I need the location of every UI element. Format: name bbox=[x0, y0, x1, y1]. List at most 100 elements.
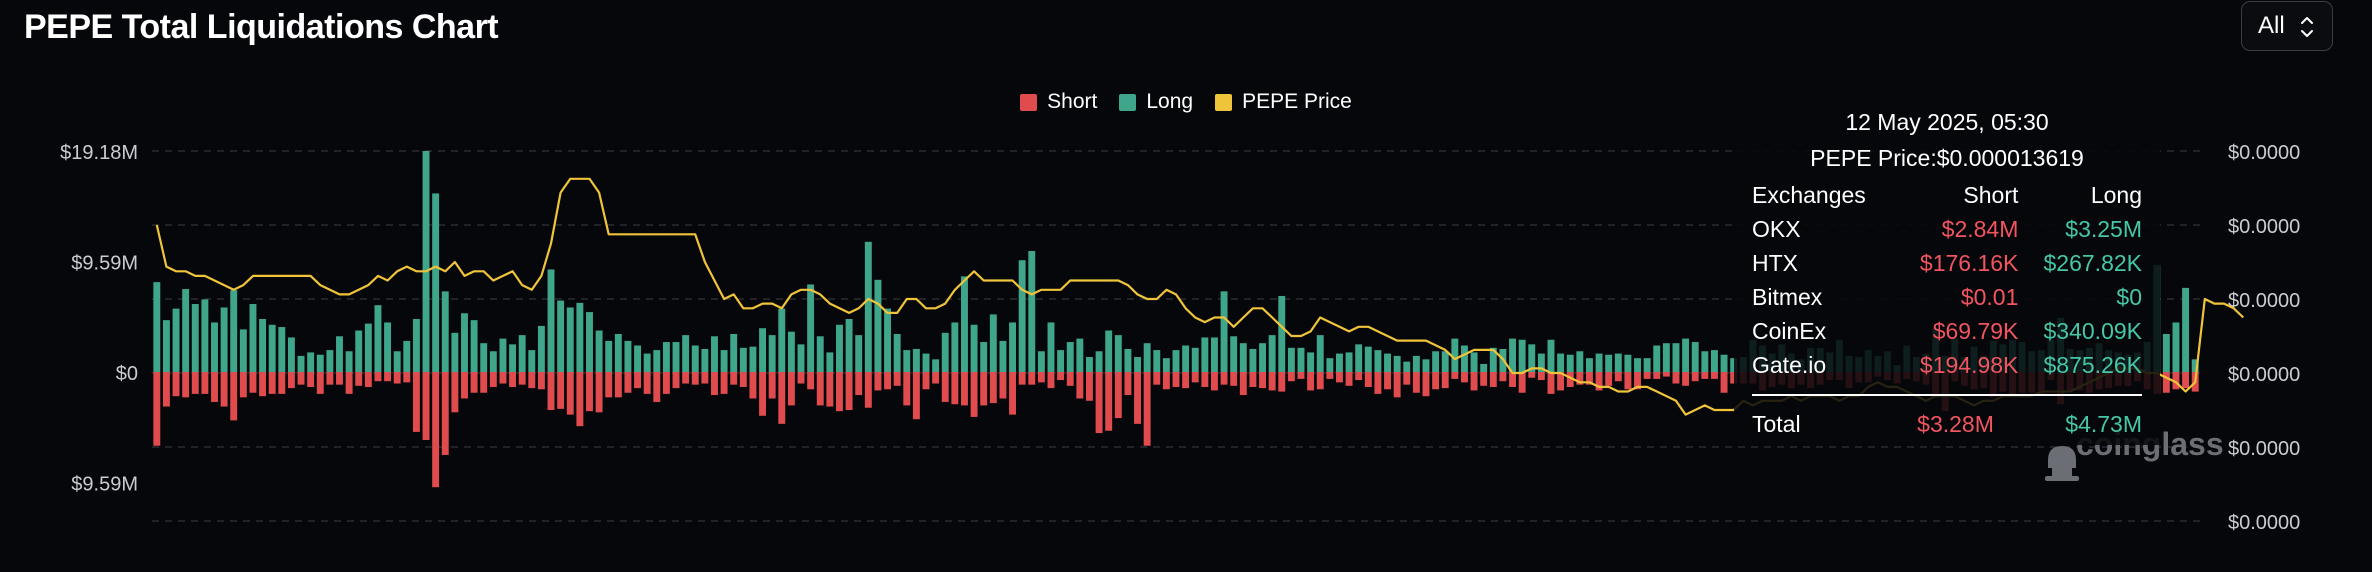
short-bar bbox=[1614, 372, 1622, 382]
short-bar bbox=[701, 372, 709, 384]
left-axis: $19.18M $9.59M $0 $9.59M bbox=[60, 142, 138, 496]
long-bar bbox=[1566, 354, 1574, 372]
long-bar bbox=[1691, 342, 1699, 372]
short-bar bbox=[1595, 372, 1603, 391]
short-bar bbox=[509, 372, 517, 387]
long-bar bbox=[884, 308, 892, 372]
long-bar bbox=[403, 340, 411, 372]
short-bar bbox=[980, 372, 988, 406]
short-bar bbox=[768, 372, 776, 399]
long-bar bbox=[1662, 343, 1670, 372]
tooltip-table: Exchanges Short Long OKX $2.84M $3.25M H… bbox=[1752, 178, 2142, 382]
short-bar bbox=[326, 372, 334, 385]
right-tick-label: $0.0000 bbox=[2228, 438, 2300, 460]
short-bar bbox=[614, 372, 622, 398]
short-bar bbox=[922, 372, 930, 390]
long-bar bbox=[566, 307, 574, 372]
long-bar bbox=[893, 333, 901, 372]
tooltip-exchange: Bitmex bbox=[1752, 283, 1823, 310]
long-bar bbox=[278, 327, 286, 372]
short-bar bbox=[422, 372, 430, 440]
short-bar bbox=[932, 372, 940, 384]
short-bar bbox=[470, 372, 478, 393]
short-bar bbox=[1345, 372, 1353, 386]
long-bar bbox=[1441, 351, 1449, 372]
short-bar bbox=[1672, 372, 1680, 384]
short-bar bbox=[797, 372, 805, 384]
time-range-select[interactable]: All bbox=[2241, 1, 2333, 51]
short-bar bbox=[1047, 372, 1055, 389]
legend-swatch-price bbox=[1215, 93, 1233, 111]
short-bar bbox=[1528, 372, 1536, 378]
long-bar bbox=[557, 300, 565, 372]
long-bar bbox=[836, 324, 843, 372]
short-bar bbox=[480, 372, 488, 393]
short-bar bbox=[557, 372, 565, 409]
tooltip-exchange: OKX bbox=[1752, 215, 1801, 242]
long-bar bbox=[1057, 350, 1065, 372]
short-bar bbox=[1037, 372, 1045, 383]
short-bar bbox=[759, 372, 767, 416]
short-bar bbox=[393, 372, 401, 384]
short-bar bbox=[172, 372, 180, 397]
long-bar bbox=[528, 350, 536, 372]
long-bar bbox=[951, 322, 959, 372]
short-bar bbox=[884, 372, 892, 390]
short-bar bbox=[287, 372, 295, 389]
short-bar bbox=[259, 372, 267, 397]
long-bar bbox=[153, 282, 161, 372]
long-bar bbox=[1393, 355, 1401, 372]
legend-item-short[interactable]: Short bbox=[1020, 90, 1097, 114]
short-bar bbox=[912, 372, 920, 420]
short-bar bbox=[1124, 372, 1132, 396]
short-bar bbox=[1210, 372, 1218, 391]
short-bar bbox=[220, 372, 228, 407]
short-bar bbox=[1557, 372, 1565, 391]
data-tooltip: 12 May 2025, 05:30 PEPE Price:$0.0000136… bbox=[1734, 90, 2160, 445]
long-bar bbox=[1230, 336, 1238, 372]
short-bar bbox=[316, 372, 324, 394]
long-bar bbox=[1047, 322, 1055, 372]
long-bar bbox=[634, 345, 642, 372]
long-bar bbox=[826, 352, 834, 372]
long-bar bbox=[1095, 351, 1103, 372]
long-bar bbox=[1489, 347, 1497, 372]
long-bar bbox=[259, 318, 267, 372]
long-bar bbox=[1720, 354, 1728, 372]
short-bar bbox=[682, 372, 690, 384]
short-bar bbox=[499, 372, 507, 384]
short-bar bbox=[1634, 372, 1641, 390]
tooltip-short-value: $176.16K bbox=[1919, 249, 2019, 276]
short-bar bbox=[826, 372, 834, 407]
short-bar bbox=[1489, 372, 1497, 387]
short-bar bbox=[1326, 372, 1334, 379]
long-bar bbox=[1557, 353, 1565, 372]
long-bar bbox=[384, 322, 392, 372]
tooltip-price: PEPE Price:$0.000013619 bbox=[1810, 145, 2084, 171]
long-bar bbox=[182, 289, 190, 372]
long-bar bbox=[1374, 350, 1382, 372]
short-bar bbox=[1335, 372, 1343, 383]
short-bar bbox=[297, 372, 305, 385]
short-bar bbox=[528, 372, 536, 389]
long-bar bbox=[355, 330, 363, 372]
tooltip-row: HTX $176.16K $267.82K bbox=[1752, 246, 2142, 280]
short-bar bbox=[672, 372, 680, 389]
long-bar bbox=[1028, 251, 1036, 372]
tooltip-long-value: $3.25M bbox=[2065, 215, 2142, 242]
legend-item-long[interactable]: Long bbox=[1119, 90, 1193, 114]
short-bar bbox=[1182, 372, 1190, 389]
legend-item-price[interactable]: PEPE Price bbox=[1215, 90, 1352, 114]
long-bar bbox=[999, 340, 1007, 372]
short-bar bbox=[1653, 372, 1661, 379]
legend-label-price: PEPE Price bbox=[1242, 90, 1352, 113]
long-bar bbox=[941, 332, 949, 372]
tooltip-long-value: $875.26K bbox=[2043, 351, 2142, 378]
tooltip-exchange: CoinEx bbox=[1752, 317, 1827, 344]
short-bar bbox=[1172, 372, 1180, 387]
long-bar bbox=[220, 307, 228, 372]
long-bar bbox=[980, 342, 988, 372]
short-bar bbox=[1143, 372, 1151, 446]
long-bar bbox=[874, 279, 882, 372]
short-bar bbox=[547, 372, 555, 411]
